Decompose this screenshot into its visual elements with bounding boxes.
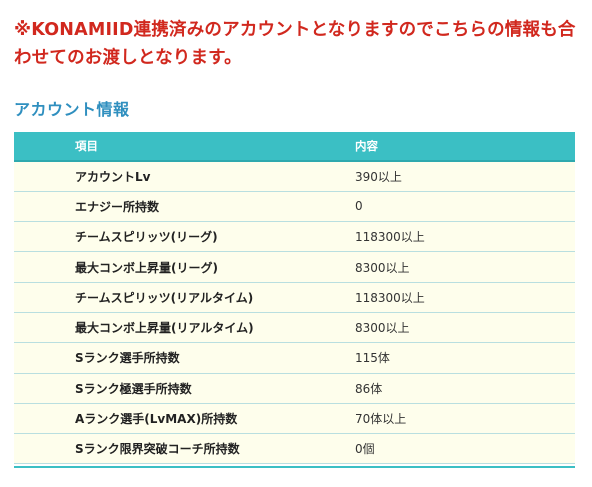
account-notice: ※KONAMIID連携済みのアカウントとなりますのでこちらの情報も合わせてのお渡… [14,20,576,68]
row-item-value: 118300以上 [295,221,575,253]
row-item-value: 86体 [295,372,575,404]
table-row: チームスピリッツ(リーグ) 118300以上 [14,221,575,253]
table-header-row: 項目 内容 [14,132,575,162]
row-item-label: Sランク限界突破コーチ所持数 [14,433,295,465]
account-info-table: 項目 内容 アカウントLv 390以上 エナジー所持数 0 チームスピリッツ(リ… [14,132,575,469]
row-item-label: チームスピリッツ(リアルタイム) [14,281,295,313]
row-item-label: チームスピリッツ(リーグ) [14,221,295,253]
row-item-value: 0 [295,190,575,223]
row-item-value: 390以上 [295,160,575,192]
row-item-label: Sランク選手所持数 [14,342,295,374]
table-row: Sランク限界突破コーチ所持数 0個 [14,433,575,465]
row-item-label: 最大コンボ上昇量(リーグ) [14,251,295,283]
row-item-value: 115体 [295,342,575,374]
table-row: チームスピリッツ(リアルタイム) 118300以上 [14,281,575,313]
row-item-value: 70体以上 [295,402,575,435]
row-item-label: Sランク極選手所持数 [14,372,295,404]
row-item-value: 0個 [295,433,575,465]
column-header-value: 内容 [295,132,575,162]
row-item-label: エナジー所持数 [14,190,295,223]
row-item-value: 8300以上 [295,251,575,283]
row-item-value: 118300以上 [295,281,575,313]
row-item-value: 8300以上 [295,311,575,344]
row-item-label: Aランク選手(LvMAX)所持数 [14,402,295,435]
table-bottom-divider [14,466,575,469]
column-header-item: 項目 [14,132,295,162]
section-title: アカウント情報 [14,100,130,119]
row-item-label: アカウントLv [14,160,295,192]
table-row: Aランク選手(LvMAX)所持数 70体以上 [14,402,575,435]
table-row: 最大コンボ上昇量(リアルタイム) 8300以上 [14,311,575,344]
table-row: 最大コンボ上昇量(リーグ) 8300以上 [14,251,575,283]
table-row: アカウントLv 390以上 [14,160,575,192]
table-row: Sランク極選手所持数 86体 [14,372,575,404]
table-row: Sランク選手所持数 115体 [14,342,575,374]
table-row: エナジー所持数 0 [14,190,575,223]
row-item-label: 最大コンボ上昇量(リアルタイム) [14,311,295,344]
